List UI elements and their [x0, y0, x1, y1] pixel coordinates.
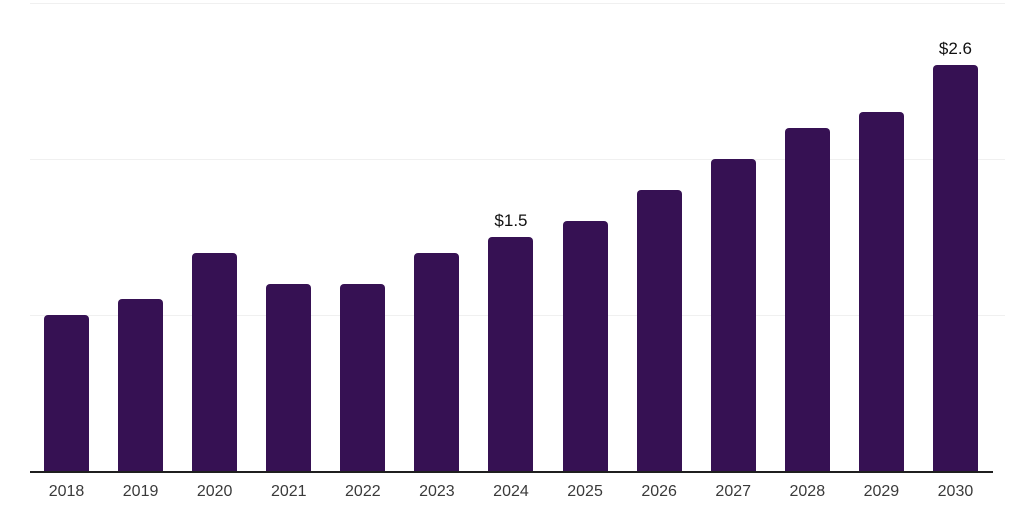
bar-2021 [266, 283, 312, 471]
x-axis-line [30, 471, 993, 473]
bar-2023 [414, 252, 460, 471]
x-tick-2023: 2023 [419, 483, 455, 500]
data-label-2024: $1.5 [494, 211, 528, 230]
bar-2025 [562, 221, 608, 471]
bar-2028 [784, 127, 830, 471]
x-tick-2022: 2022 [345, 483, 381, 500]
x-tick-2020: 2020 [196, 483, 233, 500]
x-axis-tick-labels: 2018 2019 2020 2021 2022 2023 2024 2025 2026 2027… [30, 483, 1005, 505]
x-tick-2019: 2019 [122, 483, 159, 500]
bar-2019 [118, 299, 164, 471]
bar-2024 [488, 237, 534, 471]
x-tick-2021: 2021 [270, 483, 307, 500]
bar-2026 [636, 190, 682, 471]
bar-2027 [710, 159, 756, 471]
bar-2018 [44, 315, 89, 471]
x-tick-2027: 2027 [715, 483, 752, 500]
x-tick-2029: 2029 [863, 483, 900, 500]
x-tick-2025: 2025 [567, 483, 603, 500]
x-tick-2030: 2030 [937, 483, 974, 500]
bar-2030 [932, 65, 978, 471]
x-tick-2026: 2026 [641, 483, 677, 500]
data-label-2030: $2.6 [938, 39, 972, 59]
gridline-2 [30, 159, 1005, 160]
bar-2020 [192, 252, 238, 471]
gridline-3 [30, 3, 1005, 4]
x-tick-2018: 2018 [48, 483, 85, 500]
x-tick-2024: 2024 [493, 483, 529, 500]
x-tick-2028: 2028 [789, 483, 826, 500]
bar-2022 [340, 283, 386, 471]
bar-2029 [858, 112, 904, 471]
plot-area: $1.5 $2.6 [30, 0, 1005, 473]
